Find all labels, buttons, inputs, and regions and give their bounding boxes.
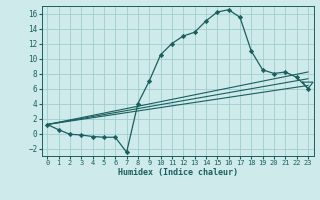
X-axis label: Humidex (Indice chaleur): Humidex (Indice chaleur) — [118, 168, 237, 177]
